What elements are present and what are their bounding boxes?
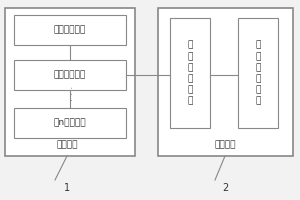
Text: 第一节锂电池: 第一节锂电池 bbox=[54, 25, 86, 34]
Bar bbox=[14, 15, 126, 45]
Text: 2: 2 bbox=[222, 183, 228, 193]
Bar bbox=[14, 60, 126, 90]
Bar bbox=[158, 8, 293, 156]
Text: 第n节锂电池: 第n节锂电池 bbox=[54, 118, 86, 128]
Text: 保护电路: 保护电路 bbox=[214, 140, 236, 150]
Text: . . .: . . . bbox=[65, 85, 75, 101]
Text: 1: 1 bbox=[64, 183, 70, 193]
Bar bbox=[170, 18, 210, 128]
Bar bbox=[14, 108, 126, 138]
Text: 锂电池组: 锂电池组 bbox=[56, 140, 78, 150]
Bar bbox=[5, 8, 135, 156]
Text: 第
一
保
护
支
路: 第 一 保 护 支 路 bbox=[187, 41, 193, 105]
Text: 第二节锂电池: 第二节锂电池 bbox=[54, 71, 86, 79]
Bar bbox=[238, 18, 278, 128]
Text: 第
二
保
护
支
路: 第 二 保 护 支 路 bbox=[255, 41, 261, 105]
